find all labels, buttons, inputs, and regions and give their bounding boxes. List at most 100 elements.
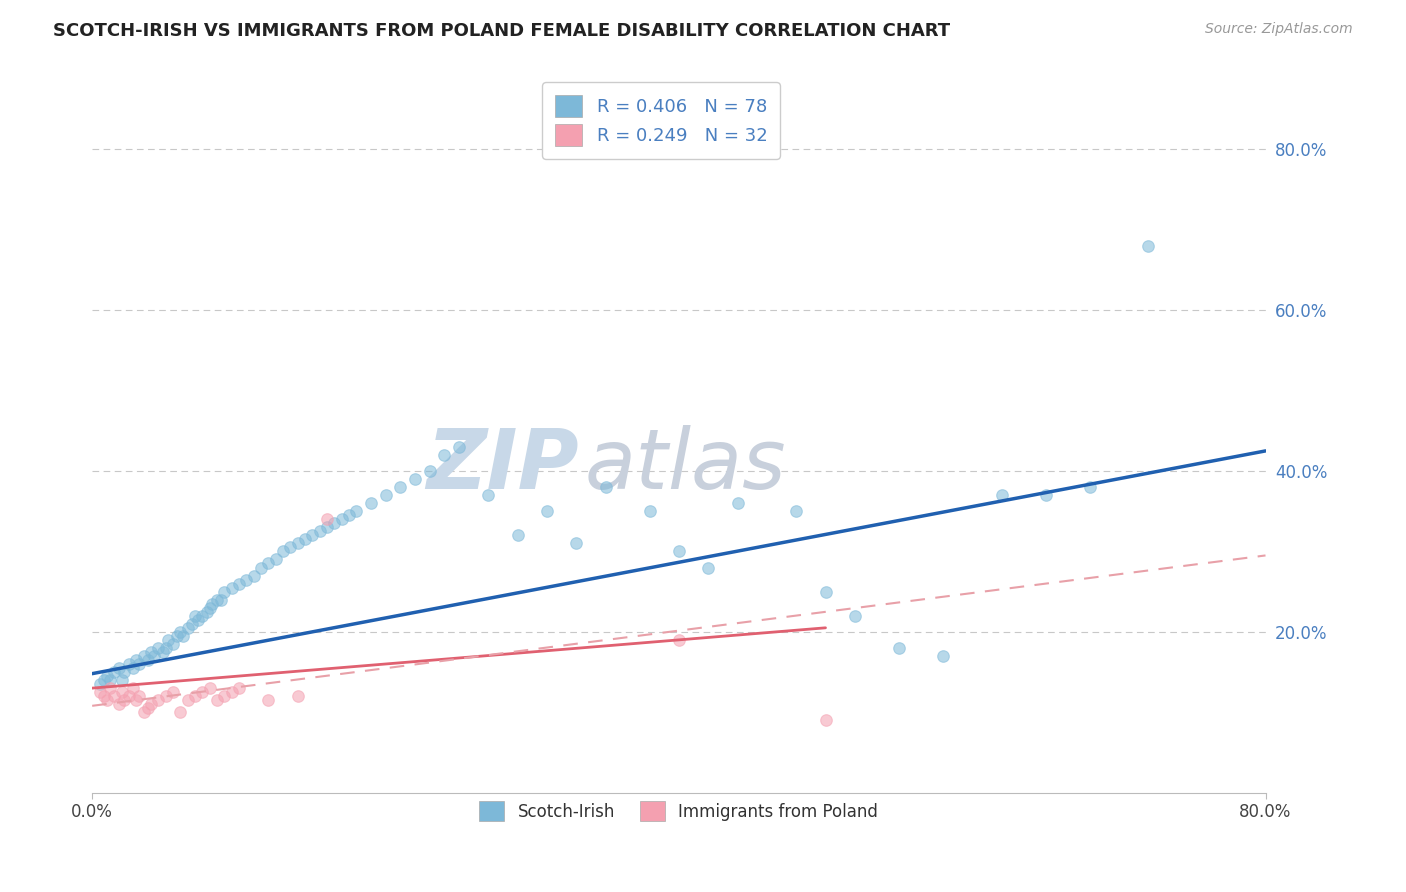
Point bbox=[198, 600, 221, 615]
Point bbox=[271, 544, 294, 558]
Point bbox=[294, 533, 316, 547]
Point bbox=[162, 685, 184, 699]
Point bbox=[814, 584, 837, 599]
Point bbox=[668, 544, 690, 558]
Point bbox=[201, 597, 224, 611]
Point bbox=[785, 504, 807, 518]
Point bbox=[172, 629, 194, 643]
Point bbox=[93, 689, 115, 703]
Point bbox=[242, 568, 264, 582]
Point bbox=[125, 653, 148, 667]
Point bbox=[228, 576, 250, 591]
Point bbox=[638, 504, 661, 518]
Point bbox=[98, 673, 121, 687]
Point bbox=[155, 689, 177, 703]
Point bbox=[114, 693, 136, 707]
Point bbox=[191, 608, 214, 623]
Point bbox=[93, 673, 115, 687]
Point bbox=[212, 584, 235, 599]
Point bbox=[139, 697, 162, 711]
Point bbox=[176, 693, 198, 707]
Point bbox=[264, 552, 287, 566]
Point bbox=[107, 697, 129, 711]
Text: ZIP: ZIP bbox=[426, 425, 579, 506]
Point bbox=[89, 685, 111, 699]
Point bbox=[727, 496, 749, 510]
Point bbox=[814, 713, 837, 727]
Point bbox=[166, 629, 188, 643]
Point bbox=[118, 657, 141, 671]
Point bbox=[148, 640, 170, 655]
Point bbox=[98, 681, 121, 695]
Text: atlas: atlas bbox=[585, 425, 786, 506]
Point bbox=[565, 536, 588, 550]
Point bbox=[176, 621, 198, 635]
Point bbox=[122, 681, 145, 695]
Point bbox=[125, 693, 148, 707]
Point bbox=[169, 705, 191, 719]
Point bbox=[205, 592, 228, 607]
Point bbox=[195, 605, 218, 619]
Point bbox=[128, 689, 150, 703]
Point bbox=[1035, 488, 1057, 502]
Point bbox=[184, 608, 207, 623]
Point bbox=[157, 632, 180, 647]
Point bbox=[122, 661, 145, 675]
Point bbox=[315, 512, 337, 526]
Point bbox=[844, 608, 866, 623]
Point bbox=[191, 685, 214, 699]
Point bbox=[1137, 239, 1160, 253]
Point bbox=[152, 645, 174, 659]
Point bbox=[136, 653, 159, 667]
Point bbox=[221, 581, 243, 595]
Point bbox=[697, 560, 720, 574]
Point bbox=[187, 613, 209, 627]
Text: SCOTCH-IRISH VS IMMIGRANTS FROM POLAND FEMALE DISABILITY CORRELATION CHART: SCOTCH-IRISH VS IMMIGRANTS FROM POLAND F… bbox=[53, 22, 950, 40]
Point bbox=[184, 689, 207, 703]
Point bbox=[107, 661, 129, 675]
Point bbox=[132, 705, 155, 719]
Point bbox=[360, 496, 382, 510]
Point bbox=[228, 681, 250, 695]
Point bbox=[205, 693, 228, 707]
Point bbox=[433, 448, 456, 462]
Point bbox=[389, 480, 412, 494]
Point bbox=[595, 480, 617, 494]
Point bbox=[114, 665, 136, 679]
Point bbox=[668, 632, 690, 647]
Point bbox=[990, 488, 1012, 502]
Point bbox=[103, 689, 125, 703]
Point bbox=[89, 677, 111, 691]
Point bbox=[932, 648, 955, 663]
Point bbox=[110, 685, 132, 699]
Point bbox=[257, 557, 280, 571]
Point bbox=[344, 504, 367, 518]
Point bbox=[221, 685, 243, 699]
Point bbox=[506, 528, 529, 542]
Point bbox=[128, 657, 150, 671]
Point bbox=[374, 488, 396, 502]
Text: Source: ZipAtlas.com: Source: ZipAtlas.com bbox=[1205, 22, 1353, 37]
Point bbox=[209, 592, 232, 607]
Point bbox=[1078, 480, 1101, 494]
Point bbox=[212, 689, 235, 703]
Point bbox=[155, 640, 177, 655]
Point bbox=[330, 512, 353, 526]
Point bbox=[103, 665, 125, 679]
Point bbox=[287, 536, 309, 550]
Point bbox=[169, 624, 191, 639]
Point bbox=[180, 616, 202, 631]
Point bbox=[308, 524, 330, 539]
Point bbox=[148, 693, 170, 707]
Point bbox=[315, 520, 337, 534]
Point bbox=[447, 440, 470, 454]
Point bbox=[250, 560, 273, 574]
Point bbox=[301, 528, 323, 542]
Point bbox=[418, 464, 440, 478]
Point bbox=[96, 669, 118, 683]
Point bbox=[142, 648, 165, 663]
Point bbox=[404, 472, 426, 486]
Point bbox=[477, 488, 499, 502]
Point bbox=[257, 693, 280, 707]
Point bbox=[136, 701, 159, 715]
